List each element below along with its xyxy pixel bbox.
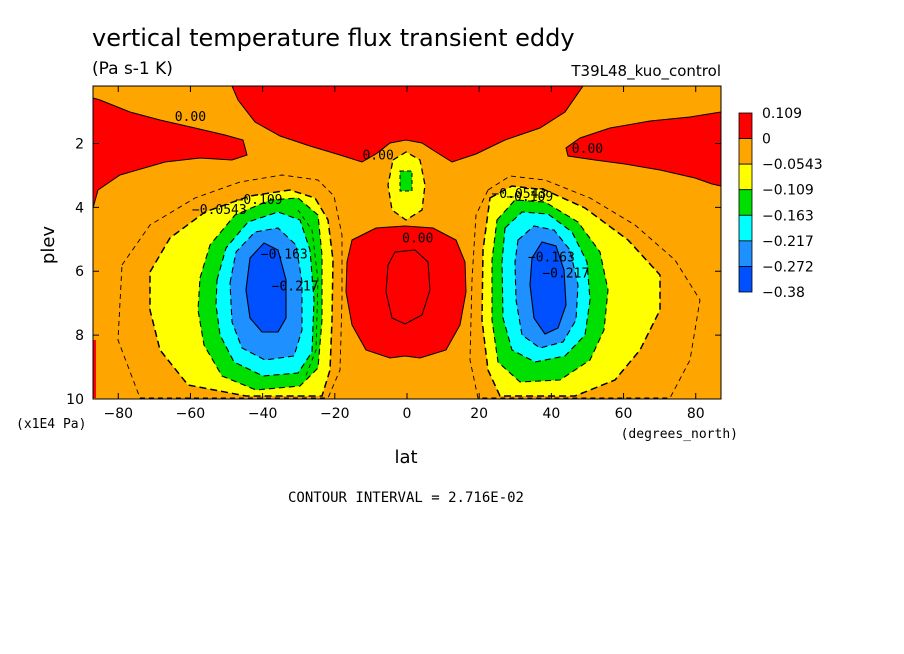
x-tick-label: 80	[687, 406, 705, 422]
contour-label: −0.163	[528, 251, 575, 266]
contour-label: 0.00	[362, 148, 393, 163]
contour-interval: CONTOUR INTERVAL = 2.716E-02	[288, 490, 524, 506]
x-tick-label: 20	[470, 406, 488, 422]
x-axis: −80 −60 −40 −20 0 20 40 60 80	[103, 86, 705, 422]
legend-swatch	[738, 214, 753, 242]
red-region-top-center	[231, 86, 584, 163]
legend-swatch	[738, 240, 753, 267]
legend-swatch	[738, 266, 753, 293]
legend-label: −0.0543	[762, 157, 823, 173]
x-tick-label: 60	[615, 406, 633, 422]
contour-label: −0.109	[506, 190, 553, 205]
x-tick-label: −20	[320, 406, 350, 422]
contour-label: −0.217	[542, 267, 589, 282]
plot-area	[93, 86, 721, 399]
contour-label: 0.00	[402, 232, 433, 247]
y-tick-label: 8	[75, 328, 84, 344]
legend-swatch	[738, 163, 753, 191]
red-region-center	[345, 225, 467, 359]
x-tick-label: 40	[542, 406, 560, 422]
legend-label: −0.38	[762, 285, 805, 301]
legend-label: −0.163	[762, 208, 814, 224]
x-tick-label: −60	[176, 406, 206, 422]
red-region-top-left	[93, 86, 248, 209]
contour-inner-red-center	[385, 249, 431, 325]
contour-left-outer	[117, 174, 343, 399]
legend-label: 0.109	[762, 106, 802, 122]
contour-label: −0.217	[272, 279, 319, 294]
x-axis-units: (degrees_north)	[621, 427, 738, 442]
contour-label: 0.00	[572, 142, 603, 157]
contour-label: −0.109	[236, 193, 283, 208]
legend-swatch	[738, 112, 753, 139]
contour-label: −0.0543	[192, 203, 247, 218]
red-region-top-right	[565, 86, 721, 187]
red-region-bottom-left	[93, 340, 96, 398]
color-legend: 0.109 0 −0.0543 −0.109 −0.163 −0.217 −0.272 −0.…	[738, 106, 823, 301]
y-axis-label: plev	[38, 226, 59, 265]
y-tick-label: 6	[75, 264, 84, 280]
y-tick-label: 2	[75, 136, 84, 152]
x-axis-label: lat	[394, 447, 417, 468]
y-tick-label: 10	[66, 392, 84, 408]
x-tick-label: −80	[103, 406, 133, 422]
deepblue-region-right	[529, 241, 567, 335]
contour-labels: 0.000.00 0.000.00−0.0543−0.109−0.163−0.21…	[175, 110, 603, 294]
chart-units: (Pa s-1 K)	[92, 59, 173, 79]
legend-swatch	[738, 189, 753, 216]
legend-swatch	[738, 138, 753, 165]
contour-right-outer	[469, 175, 701, 399]
x-tick-label: 0	[403, 406, 412, 422]
y-axis-units: (x1E4 Pa)	[16, 417, 86, 432]
legend-label: 0	[762, 132, 771, 148]
contour-label: 0.00	[175, 110, 206, 125]
legend-label: −0.109	[762, 183, 814, 199]
legend-label: −0.217	[762, 234, 814, 250]
contour-label: −0.0543	[491, 187, 546, 202]
legend-label: −0.272	[762, 259, 814, 275]
x-tick-label: −40	[248, 406, 278, 422]
dataset-label: T39L48_kuo_control	[570, 62, 721, 81]
contour-label: −0.163	[261, 247, 308, 262]
y-axis: 2 4 6 8 10	[66, 136, 721, 408]
green-spot-center	[399, 170, 413, 192]
chart-title: vertical temperature flux transient eddy	[92, 24, 575, 52]
contour-left-inner-1	[297, 209, 319, 379]
deepblue-region-left	[245, 242, 287, 333]
y-tick-label: 4	[75, 200, 84, 216]
